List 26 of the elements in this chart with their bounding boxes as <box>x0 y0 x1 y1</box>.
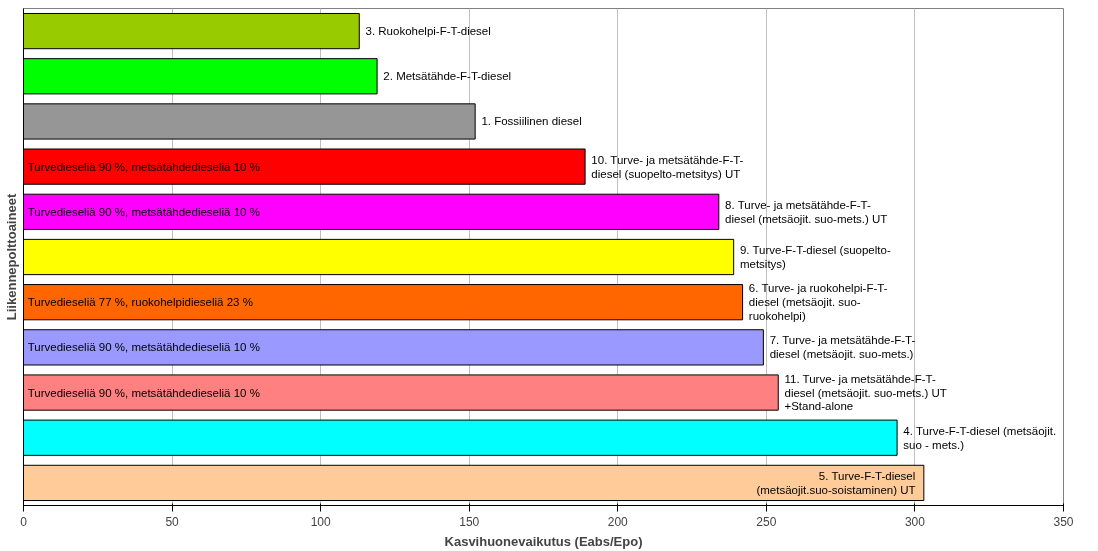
y-tick-label: 9. Turve-F-T-diesel (suopelto-metsitys) <box>739 244 891 270</box>
y-tick-label: 5. Turve-F-T-diesel (metsäojit.suo-soistaminen) UT <box>756 470 916 496</box>
annotation: Turvedieseliä 77 %, ruokohelpidieseliä 23 % <box>27 296 253 309</box>
y-tick-label: 1. Fossiilinen diesel <box>481 115 582 128</box>
y-axis-title: Liikennepolttoaineet <box>3 193 19 321</box>
y-tick-label: 4. Turve-F-T-diesel (metsäojit. suo - mets.) <box>903 424 1057 451</box>
x-tick-label: 200 <box>607 514 629 529</box>
annotation: Turvedieseliä 90 %, metsätähdedieseliä 10 % <box>27 205 260 218</box>
x-tick-label: 300 <box>904 514 926 529</box>
x-axis-title: Kasvihuonevaikutus (Eabs/Epo) <box>444 533 643 549</box>
x-tick-label: 350 <box>1053 514 1074 529</box>
y-tick-label: 11. Turve- ja metsätähde-F-T-diesel (metsäojit. suo-mets.) UT +Stand-alone <box>784 372 947 413</box>
x-tick-label: 0 <box>20 514 28 529</box>
y-tick-label: 10. Turve- ja metsätähde-F-T-diesel (suopelto-metsitys) UT <box>591 153 744 180</box>
x-tick-label: 250 <box>756 514 777 529</box>
y-tick-label: 2. Metsätähde-F-T-diesel <box>383 70 512 83</box>
y-tick-label: 3. Ruokohelpi-F-T-diesel <box>365 25 491 38</box>
x-tick-label: 50 <box>165 514 180 529</box>
y-tick-label: 8. Turve- ja metsätähde-F-T-diesel (metsäojit. suo-mets.) UT <box>725 198 888 225</box>
y-tick-label: 6. Turve- ja ruokohelpi-F-T-diesel (metsäojit. suo-ruokohelpi) <box>748 282 888 322</box>
x-tick-label: 100 <box>310 514 331 529</box>
annotation: Turvedieseliä 90 %, metsätähdedieseliä 10 % <box>27 160 260 173</box>
annotation: Turvedieseliä 90 %, metsätähdedieseliä 10 % <box>27 386 260 399</box>
annotation: Turvedieseliä 90 %, metsätähdedieseliä 10 % <box>27 341 260 354</box>
x-tick-label: 150 <box>459 514 480 529</box>
y-tick-label: 7. Turve- ja metsätähde-F-T-diesel (metsäojit. suo-mets.) <box>769 334 916 361</box>
